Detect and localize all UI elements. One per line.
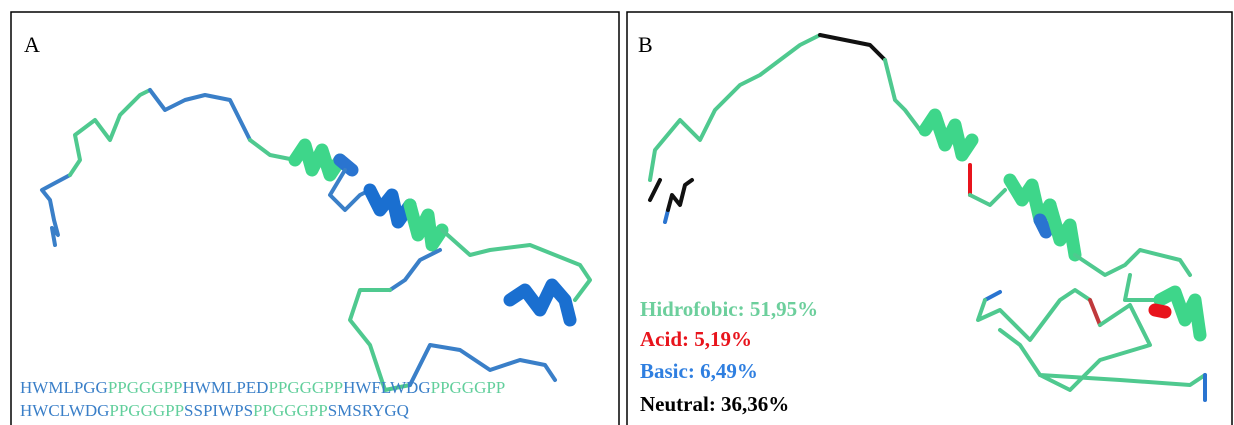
sequence-segment: HWMLPED	[183, 378, 269, 397]
page: {"panels": [ {"label": "A", "sequence": …	[0, 0, 1234, 425]
helix	[1040, 220, 1046, 232]
sequence-segment: HWFLWDG	[343, 378, 431, 397]
panel-b: B Hidrofobic: 51,95% Acid: 5,19% Basic: …	[627, 12, 1232, 425]
structure	[42, 90, 590, 390]
sequence-segment: HWCLWDG	[20, 401, 109, 420]
legend-entry: Acid: 5,19%	[640, 327, 752, 351]
legend-entry: Basic: 6,49%	[640, 359, 758, 383]
coil	[650, 35, 820, 180]
figure: A HWMLPGGPPGGGPPHWMLPEDPPGGGPPHWFLWDGPPG…	[0, 0, 1234, 425]
helix	[1155, 310, 1165, 312]
coil	[820, 35, 885, 60]
legend-entry: Neutral: 36,36%	[640, 392, 789, 416]
coil	[1090, 300, 1100, 325]
panel-a: A HWMLPGGPPGGGPPHWMLPEDPPGGGPPHWFLWDGPPG…	[11, 12, 619, 425]
helix	[510, 285, 570, 320]
coil	[350, 290, 410, 390]
coil	[978, 290, 1090, 340]
coil	[390, 250, 440, 290]
coil	[70, 90, 150, 175]
sequence-segment: PPGGGPP	[431, 378, 506, 397]
coil	[1000, 305, 1205, 390]
coil	[250, 140, 295, 160]
helix	[295, 145, 340, 175]
coil	[150, 90, 250, 140]
coil	[885, 60, 920, 130]
coil	[42, 175, 70, 245]
sequence-line: HWCLWDGPPGGGPPSSPIWPSPPGGGPPSMSRYGQ	[20, 401, 409, 420]
helix	[1050, 205, 1075, 255]
helix	[410, 205, 442, 245]
sequence-segment: PPGGGPP	[108, 378, 183, 397]
coil	[970, 190, 1005, 205]
sequence-line: HWMLPGGPPGGGPPHWMLPEDPPGGGPPHWFLWDGPPGGG…	[20, 378, 505, 397]
helix	[1010, 180, 1050, 220]
sequence-segment: SSPIWPS	[184, 401, 253, 420]
sequence-segment: PPGGGPP	[109, 401, 184, 420]
legend-entry: Hidrofobic: 51,95%	[640, 297, 818, 321]
panel-label: B	[638, 32, 653, 57]
sequence-segment: HWMLPGG	[20, 378, 108, 397]
sequence-segment: PPGGGPP	[253, 401, 328, 420]
sequence-segment: SMSRYGQ	[328, 401, 409, 420]
coil	[650, 180, 692, 210]
sequence-segment: PPGGGPP	[268, 378, 343, 397]
coil	[985, 292, 1000, 300]
panel-label: A	[24, 32, 40, 57]
helix	[925, 115, 972, 155]
